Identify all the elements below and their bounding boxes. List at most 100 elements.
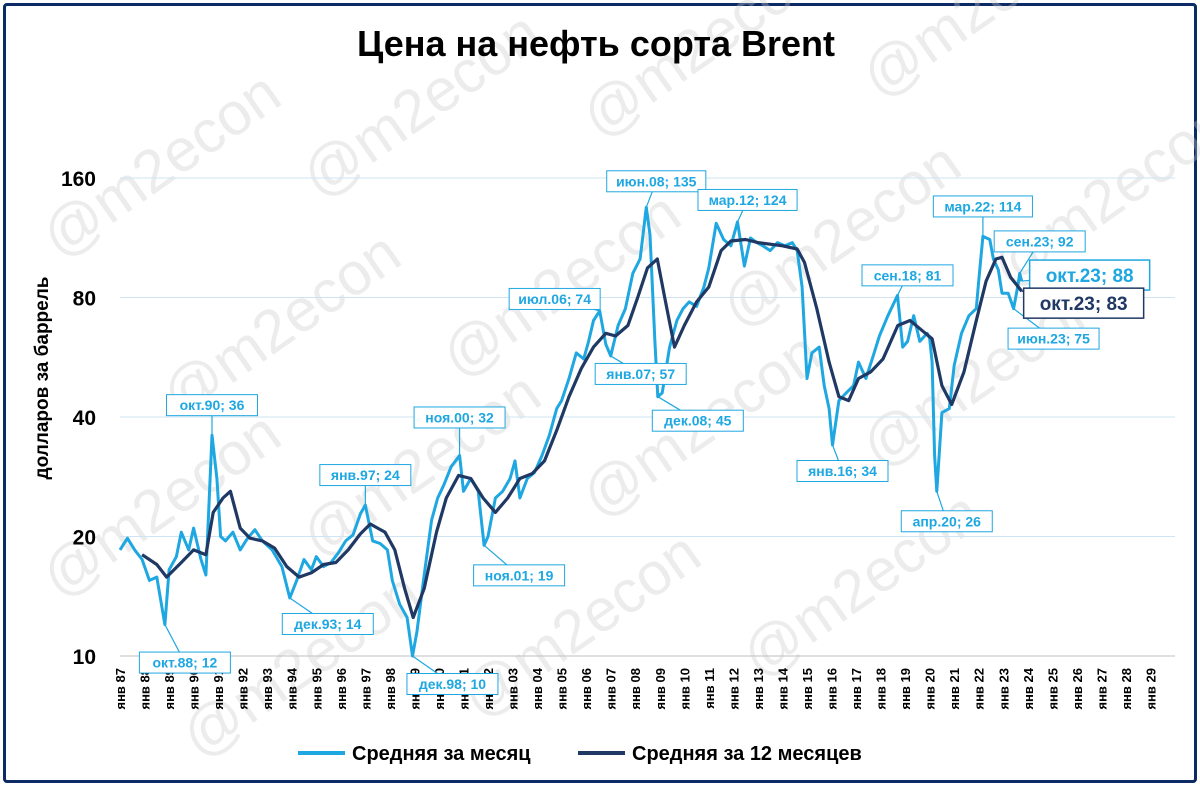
annotation-label: июн.23; 75 bbox=[1007, 308, 1100, 350]
annotation-label: янв.16; 34 bbox=[796, 444, 889, 483]
annotation-label: окт.88; 12 bbox=[138, 624, 231, 674]
annotation-text: июл.06; 74 bbox=[518, 291, 591, 307]
annotation-box bbox=[796, 460, 889, 483]
annotation-text: окт.88; 12 bbox=[153, 655, 218, 671]
x-tick-label: янв 12 bbox=[726, 668, 741, 710]
watermark-text: @m2econ bbox=[29, 398, 292, 610]
x-tick-label: янв 94 bbox=[285, 667, 300, 709]
x-tick-label: янв 13 bbox=[751, 668, 766, 710]
y-tick-label: 80 bbox=[73, 288, 96, 311]
x-tick-label: янв 91 bbox=[211, 668, 226, 710]
annotation-box bbox=[1028, 259, 1151, 291]
annotation-box bbox=[406, 673, 499, 695]
annotation-label: окт.90; 36 bbox=[166, 394, 259, 436]
x-tick-label: янв 06 bbox=[579, 668, 594, 710]
x-tick-label: янв 24 bbox=[1021, 667, 1036, 709]
annotation-label: янв.97; 24 bbox=[319, 464, 412, 506]
annotation-text: окт.23; 88 bbox=[1046, 266, 1134, 287]
watermark-text: @m2econ bbox=[29, 58, 292, 270]
x-tick-label: янв 93 bbox=[260, 668, 275, 710]
series-line-avg12 bbox=[141, 237, 1023, 620]
annotation-label: янв.07; 57 bbox=[594, 355, 687, 385]
x-tick-label: янв 10 bbox=[677, 668, 692, 710]
x-tick-label: янв 07 bbox=[604, 668, 619, 710]
x-tick-label: янв 21 bbox=[947, 668, 962, 710]
annotation-label: ноя.00; 32 bbox=[413, 406, 506, 456]
annotation-box bbox=[473, 564, 566, 587]
annotation-box bbox=[651, 409, 744, 432]
x-tick-label: янв 18 bbox=[874, 668, 889, 710]
x-tick-label: янв 97 bbox=[358, 668, 373, 710]
x-tick-label: янв 22 bbox=[972, 668, 987, 710]
x-tick-label: янв 95 bbox=[309, 668, 324, 710]
annotation-label: дек.98; 10 bbox=[406, 655, 499, 695]
y-tick-label: 20 bbox=[73, 527, 96, 550]
x-tick-labels: янв 87 янв 88 янв 89 янв 90 янв 91 янв 92 янв … bbox=[113, 667, 1158, 709]
annotation-label: окт.23; 88 bbox=[1021, 259, 1151, 291]
x-tick-label: янв 23 bbox=[996, 668, 1011, 710]
annotation-text: янв.16; 34 bbox=[808, 463, 877, 479]
annotation-label: дек.08; 45 bbox=[651, 396, 744, 432]
x-tick-label: янв 92 bbox=[236, 668, 251, 710]
annotation-text: янв.07; 57 bbox=[606, 366, 675, 382]
annotation-label: мар.12; 124 bbox=[697, 188, 798, 223]
annotation-text: дек.93; 14 bbox=[294, 616, 361, 632]
annotation-label: ноя.01; 19 bbox=[473, 544, 566, 587]
annotation-box bbox=[166, 394, 259, 417]
y-tick-label: 40 bbox=[73, 407, 96, 430]
x-tick-label: янв 17 bbox=[849, 668, 864, 710]
annotation-box bbox=[861, 264, 954, 287]
annotation-text: мар.12; 124 bbox=[709, 192, 787, 208]
x-tick-label: янв 90 bbox=[187, 668, 202, 710]
annotation-label: апр.20; 26 bbox=[900, 491, 993, 533]
annotation-text: окт.23; 83 bbox=[1040, 294, 1128, 315]
annotation-text: сен.18; 81 bbox=[874, 267, 942, 283]
annotation-box bbox=[993, 230, 1086, 253]
x-tick-label: янв 96 bbox=[334, 668, 349, 710]
annotation-text: дек.08; 45 bbox=[664, 413, 731, 429]
annotation-text: дек.98; 10 bbox=[419, 676, 486, 692]
annotation-text: июн.23; 75 bbox=[1017, 331, 1090, 347]
annotation-box bbox=[1022, 287, 1145, 319]
x-tick-label: янв 26 bbox=[1070, 668, 1085, 710]
x-tick-label: янв 28 bbox=[1119, 668, 1134, 710]
annotation-box bbox=[932, 195, 1033, 218]
x-tick-label: янв 29 bbox=[1143, 668, 1158, 710]
annotation-box bbox=[508, 287, 601, 310]
x-tick-label: янв 89 bbox=[162, 668, 177, 710]
x-tick-label: янв 87 bbox=[113, 668, 128, 710]
x-tick-label: янв 08 bbox=[628, 668, 643, 710]
x-tick-label: янв 19 bbox=[898, 668, 913, 710]
x-tick-label: янв 98 bbox=[383, 668, 398, 710]
annotation-label: июн.08; 135 bbox=[606, 170, 707, 208]
annotation-text: сен.23; 92 bbox=[1006, 233, 1074, 249]
annotation-label: сен.18; 81 bbox=[861, 264, 954, 296]
annotation-box bbox=[1007, 327, 1100, 350]
y-tick-labels: 10 20 40 80 160 bbox=[61, 168, 96, 669]
annotation-box bbox=[594, 362, 687, 385]
series-lines bbox=[118, 205, 1024, 658]
annotation-text: янв.97; 24 bbox=[331, 467, 400, 483]
annotation-box bbox=[697, 188, 798, 211]
watermark-text: @m2econ bbox=[849, 0, 1112, 111]
x-tick-label: янв 15 bbox=[800, 668, 815, 710]
x-tick-label: янв 03 bbox=[506, 668, 521, 710]
annotation-label: июл.06; 74 bbox=[508, 287, 601, 312]
x-tick-label: янв 20 bbox=[923, 668, 938, 710]
series-line-monthly bbox=[118, 205, 1024, 658]
annotation-label: сен.23; 92 bbox=[993, 230, 1086, 274]
annotation-text: ноя.00; 32 bbox=[425, 410, 494, 426]
annotation-label: мар.22; 114 bbox=[932, 195, 1033, 237]
watermark-text: @m2econ bbox=[709, 128, 972, 340]
annotation-box bbox=[606, 170, 707, 193]
annotation-label: окт.23; 83 bbox=[1021, 287, 1145, 319]
annotation-text: апр.20; 26 bbox=[913, 513, 982, 529]
watermark-text: @m2econ bbox=[729, 478, 992, 690]
legend: Средняя за месяц Средняя за 12 месяцев bbox=[298, 743, 862, 765]
annotation-box bbox=[900, 510, 993, 533]
annotation-text: ноя.01; 19 bbox=[485, 567, 554, 583]
x-tick-label: янв 11 bbox=[702, 668, 717, 709]
annotation-label: дек.93; 14 bbox=[281, 597, 374, 635]
x-tick-label: янв 27 bbox=[1094, 668, 1109, 710]
